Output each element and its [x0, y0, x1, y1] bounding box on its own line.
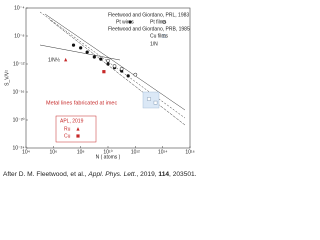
point: [71, 43, 76, 47]
caption: After D. M. Fleetwood, et al., Appl. Phy…: [3, 171, 197, 178]
point: [106, 58, 110, 63]
y-tick-label: 10⁻⁴: [14, 5, 24, 11]
legend-label: Pt films: [150, 19, 167, 25]
legend-marker: [162, 20, 166, 24]
y-tick-label: 10⁻¹²: [13, 61, 25, 67]
trend-line: [39, 11, 186, 119]
cu-films-box: [142, 91, 160, 109]
chart: Fleetwood and Giordano, PRL, 1983 Fleetw…: [4, 5, 194, 160]
point: [119, 67, 124, 71]
legend-label: Ru: [64, 126, 71, 132]
annotation: 1/N½: [48, 56, 61, 63]
y-axis-label: S_V/V²: [4, 70, 10, 86]
trend-line: [44, 13, 186, 111]
y-tick-label: 10⁻⁸: [14, 33, 24, 39]
x-tick-label: 10⁶: [50, 149, 58, 155]
point: [99, 57, 103, 61]
x-tick-label: 10¹⁶: [185, 149, 194, 155]
trend-line: [39, 44, 121, 61]
point: [153, 100, 158, 105]
legend-marker: [128, 20, 132, 24]
apl-box: [55, 115, 97, 143]
y-tick-label: 10⁻²⁰: [13, 117, 25, 123]
point: [85, 50, 89, 54]
trend-line: [49, 19, 186, 126]
annotation: Fleetwood and Giordano, PRB, 1985: [108, 26, 190, 32]
annotation: Fleetwood and Giordano, PRL, 1983: [108, 12, 189, 18]
point: [133, 72, 138, 77]
point: [92, 55, 96, 59]
x-tick-label: 10⁴: [22, 149, 30, 155]
point: [112, 64, 117, 68]
point: [147, 97, 151, 101]
x-tick-label: 10¹⁴: [158, 149, 167, 155]
annotation: Metal lines fabricated at imec: [46, 100, 117, 106]
legend-label: Cu: [64, 133, 71, 139]
legend-label: Cu films: [150, 33, 169, 39]
legend-marker: [76, 134, 80, 138]
annotation: 1/N: [150, 41, 158, 47]
x-axis-label: N ( atoms ): [96, 154, 121, 160]
point: [126, 74, 130, 78]
point: [79, 46, 83, 50]
y-tick-label: 10⁻²⁴: [12, 145, 24, 151]
point: [102, 70, 106, 74]
legend-marker: [162, 34, 166, 38]
point: [64, 57, 68, 62]
legend-label: Pt wires: [116, 19, 134, 25]
y-tick-label: 10⁻¹⁶: [13, 89, 25, 95]
x-tick-label: 10¹²: [131, 149, 140, 155]
legend-marker: [76, 127, 80, 131]
x-tick-label: 10¹⁰: [103, 149, 112, 155]
page: {"chart_data": {"type": "scatter", "x_la…: [3, 5, 197, 178]
annotation: APL, 2019: [60, 118, 84, 124]
point: [106, 62, 110, 66]
x-tick-label: 10⁸: [77, 149, 85, 155]
